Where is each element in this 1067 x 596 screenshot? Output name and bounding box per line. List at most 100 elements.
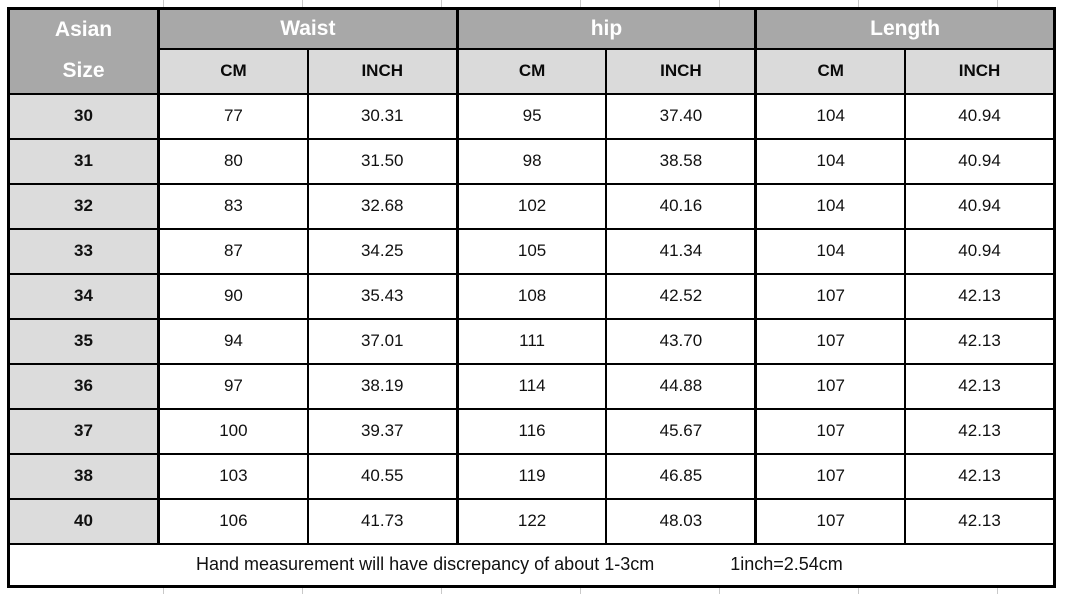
cell-length-cm: 104: [754, 182, 907, 230]
table-row-size-36: 36 97 38.19 114 44.88 107 42.13: [7, 362, 1056, 410]
size-cell: 32: [7, 182, 160, 230]
table-row-size-37: 37 100 39.37 116 45.67 107 42.13: [7, 407, 1056, 455]
cell-hip-inch: 38.58: [605, 137, 757, 185]
cell-waist-cm: 97: [157, 362, 309, 410]
table-row-size-30: 30 77 30.31 95 37.40 104 40.94: [7, 92, 1056, 140]
table-row-size-34: 34 90 35.43 108 42.52 107 42.13: [7, 272, 1056, 320]
footer-row: Hand measurement will have discrepancy o…: [7, 542, 1056, 588]
cell-length-cm: 107: [754, 407, 907, 455]
unit-header-hip-cm: CM: [455, 47, 608, 95]
asian-size-header-line2: Size: [62, 59, 105, 83]
cell-waist-cm: 87: [157, 227, 309, 275]
cell-hip-inch: 40.16: [605, 182, 757, 230]
cell-waist-inch: 32.68: [306, 182, 459, 230]
cell-waist-cm: 83: [157, 182, 309, 230]
cell-waist-inch: 38.19: [306, 362, 459, 410]
cell-hip-cm: 116: [455, 407, 608, 455]
size-cell: 35: [7, 317, 160, 365]
unit-header-row: CM INCH CM INCH CM INCH: [9, 47, 1056, 95]
cell-length-cm: 104: [754, 227, 907, 275]
cell-hip-cm: 114: [455, 362, 608, 410]
unit-header-hip-inch: INCH: [605, 47, 757, 95]
cell-hip-inch: 48.03: [605, 497, 757, 545]
cell-waist-cm: 94: [157, 317, 309, 365]
inch-conversion-note: 1inch=2.54cm: [730, 554, 843, 575]
unit-header-waist-cm: CM: [157, 47, 309, 95]
cell-hip-inch: 37.40: [605, 92, 757, 140]
group-header-row: Asian Size Waist hip Length: [7, 7, 1056, 95]
cell-waist-inch: 35.43: [306, 272, 459, 320]
cell-waist-cm: 100: [157, 407, 309, 455]
cell-length-cm: 107: [754, 497, 907, 545]
cell-waist-inch: 34.25: [306, 227, 459, 275]
cell-length-inch: 40.94: [904, 92, 1056, 140]
cell-length-inch: 42.13: [904, 317, 1056, 365]
cell-waist-cm: 77: [157, 92, 309, 140]
table-row-size-31: 31 80 31.50 98 38.58 104 40.94: [7, 137, 1056, 185]
cell-length-inch: 40.94: [904, 137, 1056, 185]
cell-length-cm: 107: [754, 362, 907, 410]
size-cell: 31: [7, 137, 160, 185]
cell-length-inch: 42.13: [904, 407, 1056, 455]
cell-hip-cm: 98: [455, 137, 608, 185]
cell-length-inch: 42.13: [904, 497, 1056, 545]
cell-waist-inch: 41.73: [306, 497, 459, 545]
table-row-size-32: 32 83 32.68 102 40.16 104 40.94: [7, 182, 1056, 230]
cell-hip-inch: 45.67: [605, 407, 757, 455]
size-cell: 33: [7, 227, 160, 275]
cell-length-cm: 107: [754, 317, 907, 365]
cell-waist-inch: 40.55: [306, 452, 459, 500]
cell-hip-inch: 42.52: [605, 272, 757, 320]
cell-hip-inch: 44.88: [605, 362, 757, 410]
cell-length-cm: 104: [754, 92, 907, 140]
group-header-hip: hip: [455, 7, 757, 50]
cell-hip-cm: 111: [455, 317, 608, 365]
spreadsheet-gridlines-top: [0, 0, 1067, 7]
asian-size-header: Asian Size: [7, 7, 160, 95]
footer-content: Hand measurement will have discrepancy o…: [11, 554, 1053, 575]
cell-waist-inch: 37.01: [306, 317, 459, 365]
size-chart-table: Asian Size Waist hip Length CM INCH CM I…: [7, 7, 1056, 588]
size-cell: 37: [7, 407, 160, 455]
asian-size-header-line1: Asian: [54, 18, 113, 42]
cell-length-cm: 107: [754, 272, 907, 320]
size-cell: 40: [7, 497, 160, 545]
cell-waist-cm: 90: [157, 272, 309, 320]
cell-waist-cm: 106: [157, 497, 309, 545]
unit-header-length-inch: INCH: [904, 47, 1056, 95]
cell-hip-cm: 95: [455, 92, 608, 140]
cell-length-cm: 107: [754, 452, 907, 500]
cell-length-inch: 40.94: [904, 227, 1056, 275]
cell-waist-inch: 39.37: [306, 407, 459, 455]
unit-header-length-cm: CM: [754, 47, 907, 95]
cell-length-inch: 42.13: [904, 272, 1056, 320]
cell-hip-cm: 102: [455, 182, 608, 230]
cell-waist-inch: 30.31: [306, 92, 459, 140]
table-row-size-40: 40 106 41.73 122 48.03 107 42.13: [7, 497, 1056, 545]
unit-header-waist-inch: INCH: [306, 47, 459, 95]
cell-length-inch: 40.94: [904, 182, 1056, 230]
cell-waist-cm: 80: [157, 137, 309, 185]
cell-length-cm: 104: [754, 137, 907, 185]
group-header-length: Length: [754, 7, 1056, 50]
cell-hip-cm: 122: [455, 497, 608, 545]
cell-waist-inch: 31.50: [306, 137, 459, 185]
cell-hip-cm: 119: [455, 452, 608, 500]
table-row-size-33: 33 87 34.25 105 41.34 104 40.94: [7, 227, 1056, 275]
spreadsheet-gridlines-bottom: [0, 588, 1067, 594]
size-cell: 34: [7, 272, 160, 320]
table-row-size-38: 38 103 40.55 119 46.85 107 42.13: [7, 452, 1056, 500]
cell-waist-cm: 103: [157, 452, 309, 500]
footer-cell: Hand measurement will have discrepancy o…: [7, 542, 1056, 588]
cell-hip-cm: 105: [455, 227, 608, 275]
group-header-waist: Waist: [157, 7, 459, 50]
cell-hip-inch: 41.34: [605, 227, 757, 275]
cell-hip-inch: 46.85: [605, 452, 757, 500]
cell-length-inch: 42.13: [904, 362, 1056, 410]
cell-hip-inch: 43.70: [605, 317, 757, 365]
cell-length-inch: 42.13: [904, 452, 1056, 500]
size-cell: 30: [7, 92, 160, 140]
measurement-note: Hand measurement will have discrepancy o…: [196, 554, 655, 575]
cell-hip-cm: 108: [455, 272, 608, 320]
